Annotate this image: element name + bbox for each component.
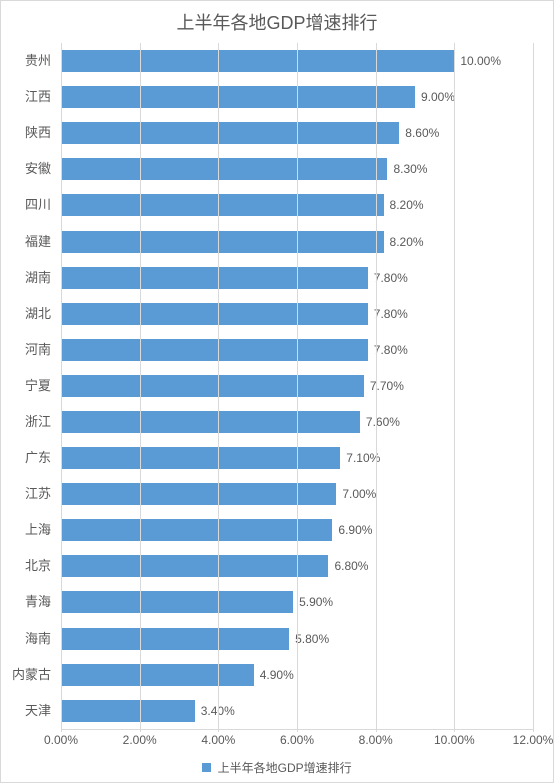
bar-value-label: 7.10% — [340, 451, 380, 465]
bar: 7.80% — [61, 339, 368, 361]
bar-value-label: 8.60% — [399, 126, 439, 140]
legend: 上半年各地GDP增速排行 — [1, 759, 553, 776]
bar: 5.80% — [61, 628, 289, 650]
bar-value-label: 5.80% — [289, 632, 329, 646]
bar: 7.80% — [61, 303, 368, 325]
y-tick-label: 河南 — [1, 339, 57, 361]
y-tick-label: 陕西 — [1, 122, 57, 144]
bar: 8.20% — [61, 194, 384, 216]
y-tick-label: 海南 — [1, 628, 57, 650]
y-tick-label: 福建 — [1, 231, 57, 253]
y-tick-label: 江苏 — [1, 483, 57, 505]
chart-title: 上半年各地GDP增速排行 — [1, 9, 553, 35]
bar: 5.90% — [61, 591, 293, 613]
x-tick-mark — [218, 727, 219, 732]
legend-swatch — [202, 763, 211, 772]
y-axis-labels: 贵州江西陕西安徽四川福建湖南湖北河南宁夏浙江广东江苏上海北京青海海南内蒙古天津 — [1, 43, 57, 729]
x-tick-mark — [61, 727, 62, 732]
y-tick-label: 青海 — [1, 591, 57, 613]
bar: 9.00% — [61, 86, 415, 108]
gridline — [140, 43, 141, 729]
x-tick-label: 2.00% — [123, 733, 157, 747]
y-tick-label: 浙江 — [1, 411, 57, 433]
x-tick-label: 6.00% — [280, 733, 314, 747]
y-tick-label: 广东 — [1, 447, 57, 469]
x-tick-label: 4.00% — [201, 733, 235, 747]
bar: 7.60% — [61, 411, 360, 433]
x-tick-mark — [297, 727, 298, 732]
x-tick-label: 10.00% — [434, 733, 475, 747]
bar-value-label: 9.00% — [415, 90, 455, 104]
x-tick-label: 0.00% — [44, 733, 78, 747]
bar: 8.20% — [61, 231, 384, 253]
bar: 4.90% — [61, 664, 254, 686]
bar-value-label: 7.80% — [368, 271, 408, 285]
y-tick-label: 安徽 — [1, 158, 57, 180]
bar: 7.70% — [61, 375, 364, 397]
y-tick-label: 上海 — [1, 519, 57, 541]
plot-area: 10.00%9.00%8.60%8.30%8.20%8.20%7.80%7.80… — [61, 43, 533, 729]
bar-value-label: 7.60% — [360, 415, 400, 429]
x-tick-label: 12.00% — [513, 733, 554, 747]
gridline — [533, 43, 534, 729]
bar-value-label: 7.70% — [364, 379, 404, 393]
y-tick-label: 贵州 — [1, 50, 57, 72]
bar-value-label: 6.80% — [328, 559, 368, 573]
x-tick-mark — [533, 727, 534, 732]
gridline — [218, 43, 219, 729]
y-tick-label: 湖北 — [1, 303, 57, 325]
bar-value-label: 3.40% — [195, 704, 235, 718]
bar-value-label: 8.30% — [387, 162, 427, 176]
bar: 10.00% — [61, 50, 454, 72]
gridline — [454, 43, 455, 729]
y-tick-label: 湖南 — [1, 267, 57, 289]
bar: 6.90% — [61, 519, 332, 541]
bar: 6.80% — [61, 555, 328, 577]
gridline — [61, 43, 62, 729]
y-tick-label: 北京 — [1, 555, 57, 577]
gridline — [297, 43, 298, 729]
bar: 7.10% — [61, 447, 340, 469]
y-tick-label: 江西 — [1, 86, 57, 108]
x-tick-mark — [140, 727, 141, 732]
x-axis: 0.00%2.00%4.00%6.00%8.00%10.00%12.00% — [61, 729, 533, 749]
y-tick-label: 宁夏 — [1, 375, 57, 397]
bar-value-label: 7.00% — [336, 487, 376, 501]
bar-value-label: 7.80% — [368, 307, 408, 321]
y-tick-label: 天津 — [1, 700, 57, 722]
y-tick-label: 四川 — [1, 194, 57, 216]
x-tick-label: 8.00% — [359, 733, 393, 747]
bar-value-label: 8.20% — [384, 235, 424, 249]
bar-value-label: 6.90% — [332, 523, 372, 537]
bar: 8.60% — [61, 122, 399, 144]
y-tick-label: 内蒙古 — [1, 664, 57, 686]
gridline — [376, 43, 377, 729]
legend-label: 上半年各地GDP增速排行 — [218, 761, 352, 775]
bar: 8.30% — [61, 158, 387, 180]
x-tick-mark — [376, 727, 377, 732]
bar-value-label: 7.80% — [368, 343, 408, 357]
x-tick-mark — [454, 727, 455, 732]
bar: 7.00% — [61, 483, 336, 505]
bar-value-label: 5.90% — [293, 595, 333, 609]
bar-value-label: 10.00% — [454, 54, 501, 68]
bar: 7.80% — [61, 267, 368, 289]
bar-value-label: 8.20% — [384, 198, 424, 212]
bar-value-label: 4.90% — [254, 668, 294, 682]
bar: 3.40% — [61, 700, 195, 722]
chart-container: 上半年各地GDP增速排行 贵州江西陕西安徽四川福建湖南湖北河南宁夏浙江广东江苏上… — [0, 0, 554, 783]
